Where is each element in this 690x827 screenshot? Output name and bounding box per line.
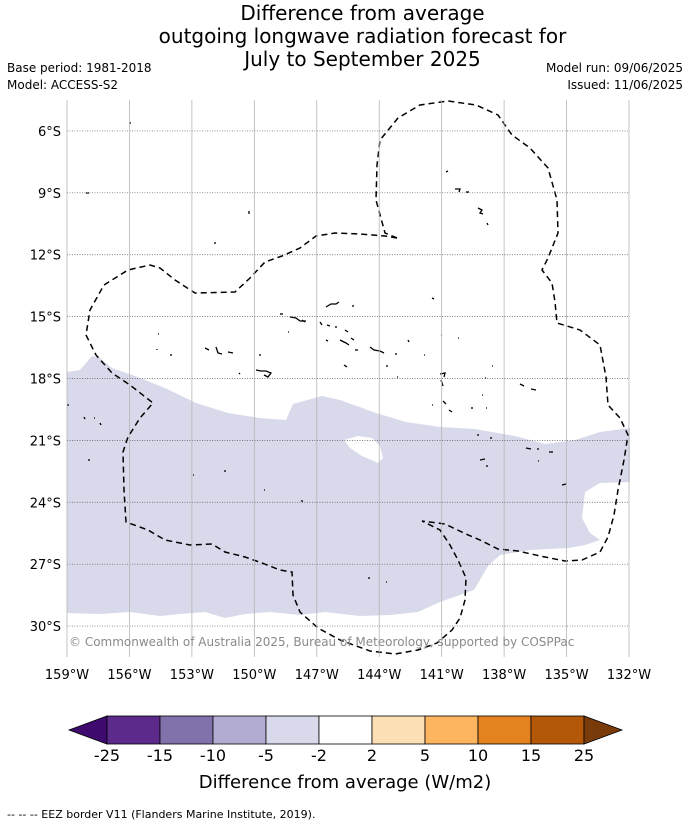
colorbar-extend-min xyxy=(67,715,108,745)
colorbar-segment xyxy=(371,715,426,745)
model-run: Model run: 09/06/2025 xyxy=(545,61,683,75)
colorbar-segment xyxy=(530,715,585,745)
longitude-tick-label: 135°W xyxy=(544,668,588,683)
longitude-tick-label: 156°W xyxy=(107,668,151,683)
colorbar-tick-label: 5 xyxy=(420,746,430,765)
latitude-tick-label: 30°S xyxy=(30,620,61,635)
latitude-tick-label: 9°S xyxy=(38,187,61,202)
latitude-tick-label: 21°S xyxy=(30,434,61,449)
longitude-tick-label: 147°W xyxy=(295,668,339,683)
colorbar-tick-label: -10 xyxy=(200,746,226,765)
colorbar-tick-label: 15 xyxy=(521,746,541,765)
colorbar-tick-label: 10 xyxy=(468,746,488,765)
metadata-left: Base period: 1981-2018 Model: ACCESS-S2 xyxy=(7,60,152,94)
latitude-tick-label: 27°S xyxy=(30,558,61,573)
colorbar-title: Difference from average (W/m2) xyxy=(199,772,491,793)
model-name: Model: ACCESS-S2 xyxy=(7,78,119,92)
graticule xyxy=(66,100,630,657)
colorbar-tick-label: -2 xyxy=(311,746,327,765)
title-line-2: outgoing longwave radiation forecast for xyxy=(158,24,567,48)
colorbar-segment xyxy=(318,715,373,745)
latitude-tick-label: 18°S xyxy=(30,373,61,388)
colorbar-tick-label: 2 xyxy=(367,746,377,765)
anomaly-region xyxy=(67,356,630,618)
longitude-tick-label: 132°W xyxy=(607,668,651,683)
metadata-right: Model run: 09/06/2025 Issued: 11/06/2025 xyxy=(546,60,683,94)
longitude-tick-label: 141°W xyxy=(420,668,464,683)
latitude-tick-label: 12°S xyxy=(30,249,61,264)
colorbar-segment xyxy=(159,715,214,745)
eez-border xyxy=(85,232,467,655)
longitude-tick-label: 144°W xyxy=(357,668,401,683)
eez-border xyxy=(375,100,629,562)
island-outlines xyxy=(67,122,567,583)
colorbar-segment xyxy=(424,715,479,745)
colorbar-tick-label: -15 xyxy=(147,746,173,765)
longitude-tick-label: 159°W xyxy=(45,668,89,683)
colorbar-tick-label: 25 xyxy=(574,746,594,765)
colorbar-segment xyxy=(265,715,320,745)
issued-date: Issued: 11/06/2025 xyxy=(567,78,683,92)
colorbar-tick-label: -5 xyxy=(258,746,274,765)
longitude-labels: 159°W 156°W 153°W 150°W 147°W 144°W 141°W 138°W… xyxy=(45,668,651,683)
title-line-1: Difference from average xyxy=(240,1,485,25)
colorbar: -25 -15 -10 -5 -2 2 5 10 15 25 xyxy=(67,715,624,765)
colorbar-segment xyxy=(477,715,532,745)
colorbar-segment xyxy=(212,715,267,745)
latitude-tick-label: 6°S xyxy=(38,125,61,140)
copyright-notice: © Commonwealth of Australia 2025, Bureau… xyxy=(69,635,574,649)
longitude-tick-label: 150°W xyxy=(232,668,276,683)
longitude-tick-label: 138°W xyxy=(482,668,526,683)
colorbar-segment xyxy=(106,715,161,745)
latitude-tick-label: 24°S xyxy=(30,496,61,511)
latitude-labels: 6°S 9°S 12°S 15°S 18°S 21°S 24°S 27°S 30°S xyxy=(30,125,61,635)
title-line-3: July to September 2025 xyxy=(244,47,481,71)
map-title: Difference from average outgoing longwav… xyxy=(0,2,690,71)
longitude-tick-label: 153°W xyxy=(170,668,214,683)
latitude-tick-label: 15°S xyxy=(30,311,61,326)
map-panel: © Commonwealth of Australia 2025, Bureau… xyxy=(66,100,630,657)
colorbar-extend-max xyxy=(583,715,624,745)
colorbar-tick-label: -25 xyxy=(94,746,120,765)
eez-footnote: -- -- -- EEZ border V11 (Flanders Marine… xyxy=(7,808,316,821)
base-period: Base period: 1981-2018 xyxy=(7,61,152,75)
